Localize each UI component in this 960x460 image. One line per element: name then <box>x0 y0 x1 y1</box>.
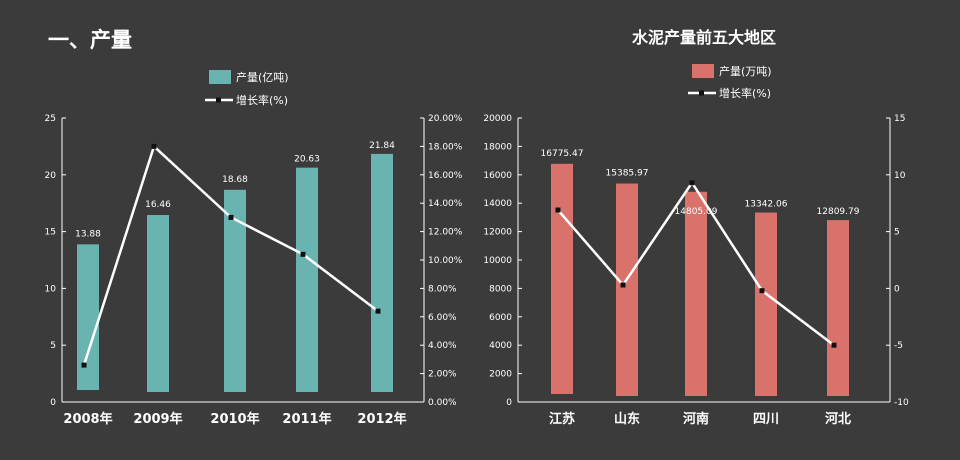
left-right-tick-label: 16.00% <box>428 171 463 181</box>
left-bar <box>77 244 99 390</box>
right-growth-point <box>759 288 765 294</box>
right-left-tick-label: 4000 <box>489 341 512 351</box>
right-category-label: 四川 <box>753 412 779 427</box>
left-section-title: 一、产量 <box>48 28 132 52</box>
left-bar <box>296 167 318 392</box>
right-left-tick-label: 8000 <box>489 284 512 294</box>
left-right-tick-label: 8.00% <box>428 284 457 294</box>
right-right-tick-label: -5 <box>894 341 903 351</box>
right-category-label: 山东 <box>614 411 640 427</box>
right-bar-data-label: 13342.06 <box>745 200 788 210</box>
left-bar-data-label: 16.46 <box>145 200 171 210</box>
right-bar-data-label: 12809.79 <box>817 207 860 217</box>
left-bar <box>371 153 393 392</box>
right-right-tick-label: 10 <box>894 171 906 181</box>
left-right-tick-label: 6.00% <box>428 313 457 323</box>
right-legend-bar-label: 产量(万吨) <box>719 64 772 78</box>
left-right-tick-label: 10.00% <box>428 256 463 266</box>
left-bar-data-label: 13.88 <box>75 229 101 239</box>
left-category-label: 2009年 <box>133 411 182 427</box>
left-legend-line-label: 增长率(%) <box>236 93 288 107</box>
left-right-tick-label: 4.00% <box>428 341 457 351</box>
right-bar <box>685 191 707 396</box>
left-bar-data-label: 21.84 <box>369 141 395 151</box>
left-category-label: 2008年 <box>63 411 112 427</box>
left-bar-data-label: 20.63 <box>294 155 320 165</box>
right-growth-point <box>555 207 561 213</box>
right-growth-point <box>620 282 626 288</box>
right-bar-data-label: 14805.09 <box>675 207 718 217</box>
left-category-label: 2011年 <box>282 411 331 427</box>
left-right-tick-label: 12.00% <box>428 228 463 238</box>
right-right-tick-label: -10 <box>894 398 909 408</box>
right-left-tick-label: 14000 <box>483 199 512 209</box>
right-bar <box>616 183 638 396</box>
left-growth-point <box>228 214 234 220</box>
left-left-tick-label: 0 <box>50 398 56 408</box>
left-left-tick-label: 15 <box>45 228 56 238</box>
right-left-tick-label: 6000 <box>489 313 512 323</box>
right-bar-data-label: 15385.97 <box>606 169 649 179</box>
right-growth-point <box>831 342 837 348</box>
left-right-tick-label: 20.00% <box>428 114 463 124</box>
left-bar-data-label: 18.68 <box>222 175 248 185</box>
right-left-tick-label: 18000 <box>483 142 512 152</box>
left-legend-bar-swatch <box>209 70 231 84</box>
right-left-tick-label: 0 <box>506 398 512 408</box>
right-bar <box>551 163 573 394</box>
left-growth-point <box>151 143 157 149</box>
left-right-tick-label: 2.00% <box>428 370 457 380</box>
left-right-tick-label: 0.00% <box>428 398 457 408</box>
left-legend-bar-label: 产量(亿吨) <box>236 70 289 84</box>
right-bar <box>827 220 849 396</box>
left-growth-point <box>81 362 87 368</box>
left-left-tick-label: 10 <box>45 284 57 294</box>
left-right-tick-label: 14.00% <box>428 199 463 209</box>
left-growth-point <box>300 251 306 257</box>
right-legend-line-label: 增长率(%) <box>719 86 771 100</box>
left-category-label: 2012年 <box>357 411 406 427</box>
right-legend-line-marker <box>699 90 704 96</box>
right-growth-point <box>689 180 695 186</box>
right-left-tick-label: 20000 <box>483 114 512 124</box>
left-left-tick-label: 25 <box>45 114 56 124</box>
right-category-label: 江苏 <box>549 411 575 427</box>
left-bar <box>147 215 169 392</box>
right-bar-data-label: 16775.47 <box>541 149 584 159</box>
right-legend-bar-swatch <box>692 64 714 78</box>
right-left-tick-label: 12000 <box>483 228 512 238</box>
right-right-tick-label: 15 <box>894 114 905 124</box>
left-left-tick-label: 5 <box>50 341 56 351</box>
right-bar <box>755 212 777 396</box>
left-growth-point <box>375 308 381 314</box>
right-left-tick-label: 10000 <box>483 256 512 266</box>
left-category-label: 2010年 <box>210 411 259 427</box>
right-right-tick-label: 5 <box>894 228 900 238</box>
right-chart-title: 水泥产量前五大地区 <box>632 28 777 47</box>
right-left-tick-label: 16000 <box>483 171 512 181</box>
right-left-tick-label: 2000 <box>489 370 512 380</box>
right-category-label: 河北 <box>825 411 851 427</box>
right-category-label: 河南 <box>683 411 709 427</box>
left-bar <box>224 189 246 392</box>
right-right-tick-label: 0 <box>894 284 900 294</box>
left-right-tick-label: 18.00% <box>428 142 463 152</box>
left-legend-line-marker <box>216 97 221 103</box>
left-left-tick-label: 20 <box>45 171 57 181</box>
